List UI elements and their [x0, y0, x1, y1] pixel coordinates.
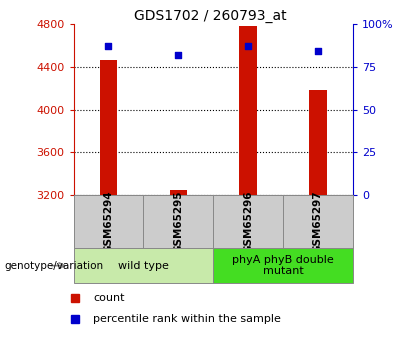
Bar — [170, 190, 187, 195]
Text: percentile rank within the sample: percentile rank within the sample — [93, 315, 281, 324]
Text: GSM65294: GSM65294 — [103, 190, 113, 253]
Point — [315, 49, 321, 54]
Text: GSM65296: GSM65296 — [243, 190, 253, 253]
Bar — [213, 248, 353, 283]
Bar — [143, 195, 213, 248]
Bar — [283, 195, 353, 248]
Bar — [74, 248, 213, 283]
Bar — [239, 26, 257, 195]
Text: genotype/variation: genotype/variation — [4, 261, 103, 270]
Bar — [309, 90, 327, 195]
Bar — [100, 60, 117, 195]
Text: wild type: wild type — [118, 261, 169, 270]
Point — [175, 52, 181, 58]
Bar — [213, 195, 283, 248]
Text: GSM65297: GSM65297 — [313, 190, 323, 253]
Point — [245, 43, 252, 49]
Point — [105, 43, 112, 49]
Text: GSM65295: GSM65295 — [173, 190, 183, 253]
Text: GDS1702 / 260793_at: GDS1702 / 260793_at — [134, 9, 286, 23]
Text: count: count — [93, 293, 125, 303]
Bar — [74, 195, 143, 248]
Text: phyA phyB double
mutant: phyA phyB double mutant — [232, 255, 334, 276]
